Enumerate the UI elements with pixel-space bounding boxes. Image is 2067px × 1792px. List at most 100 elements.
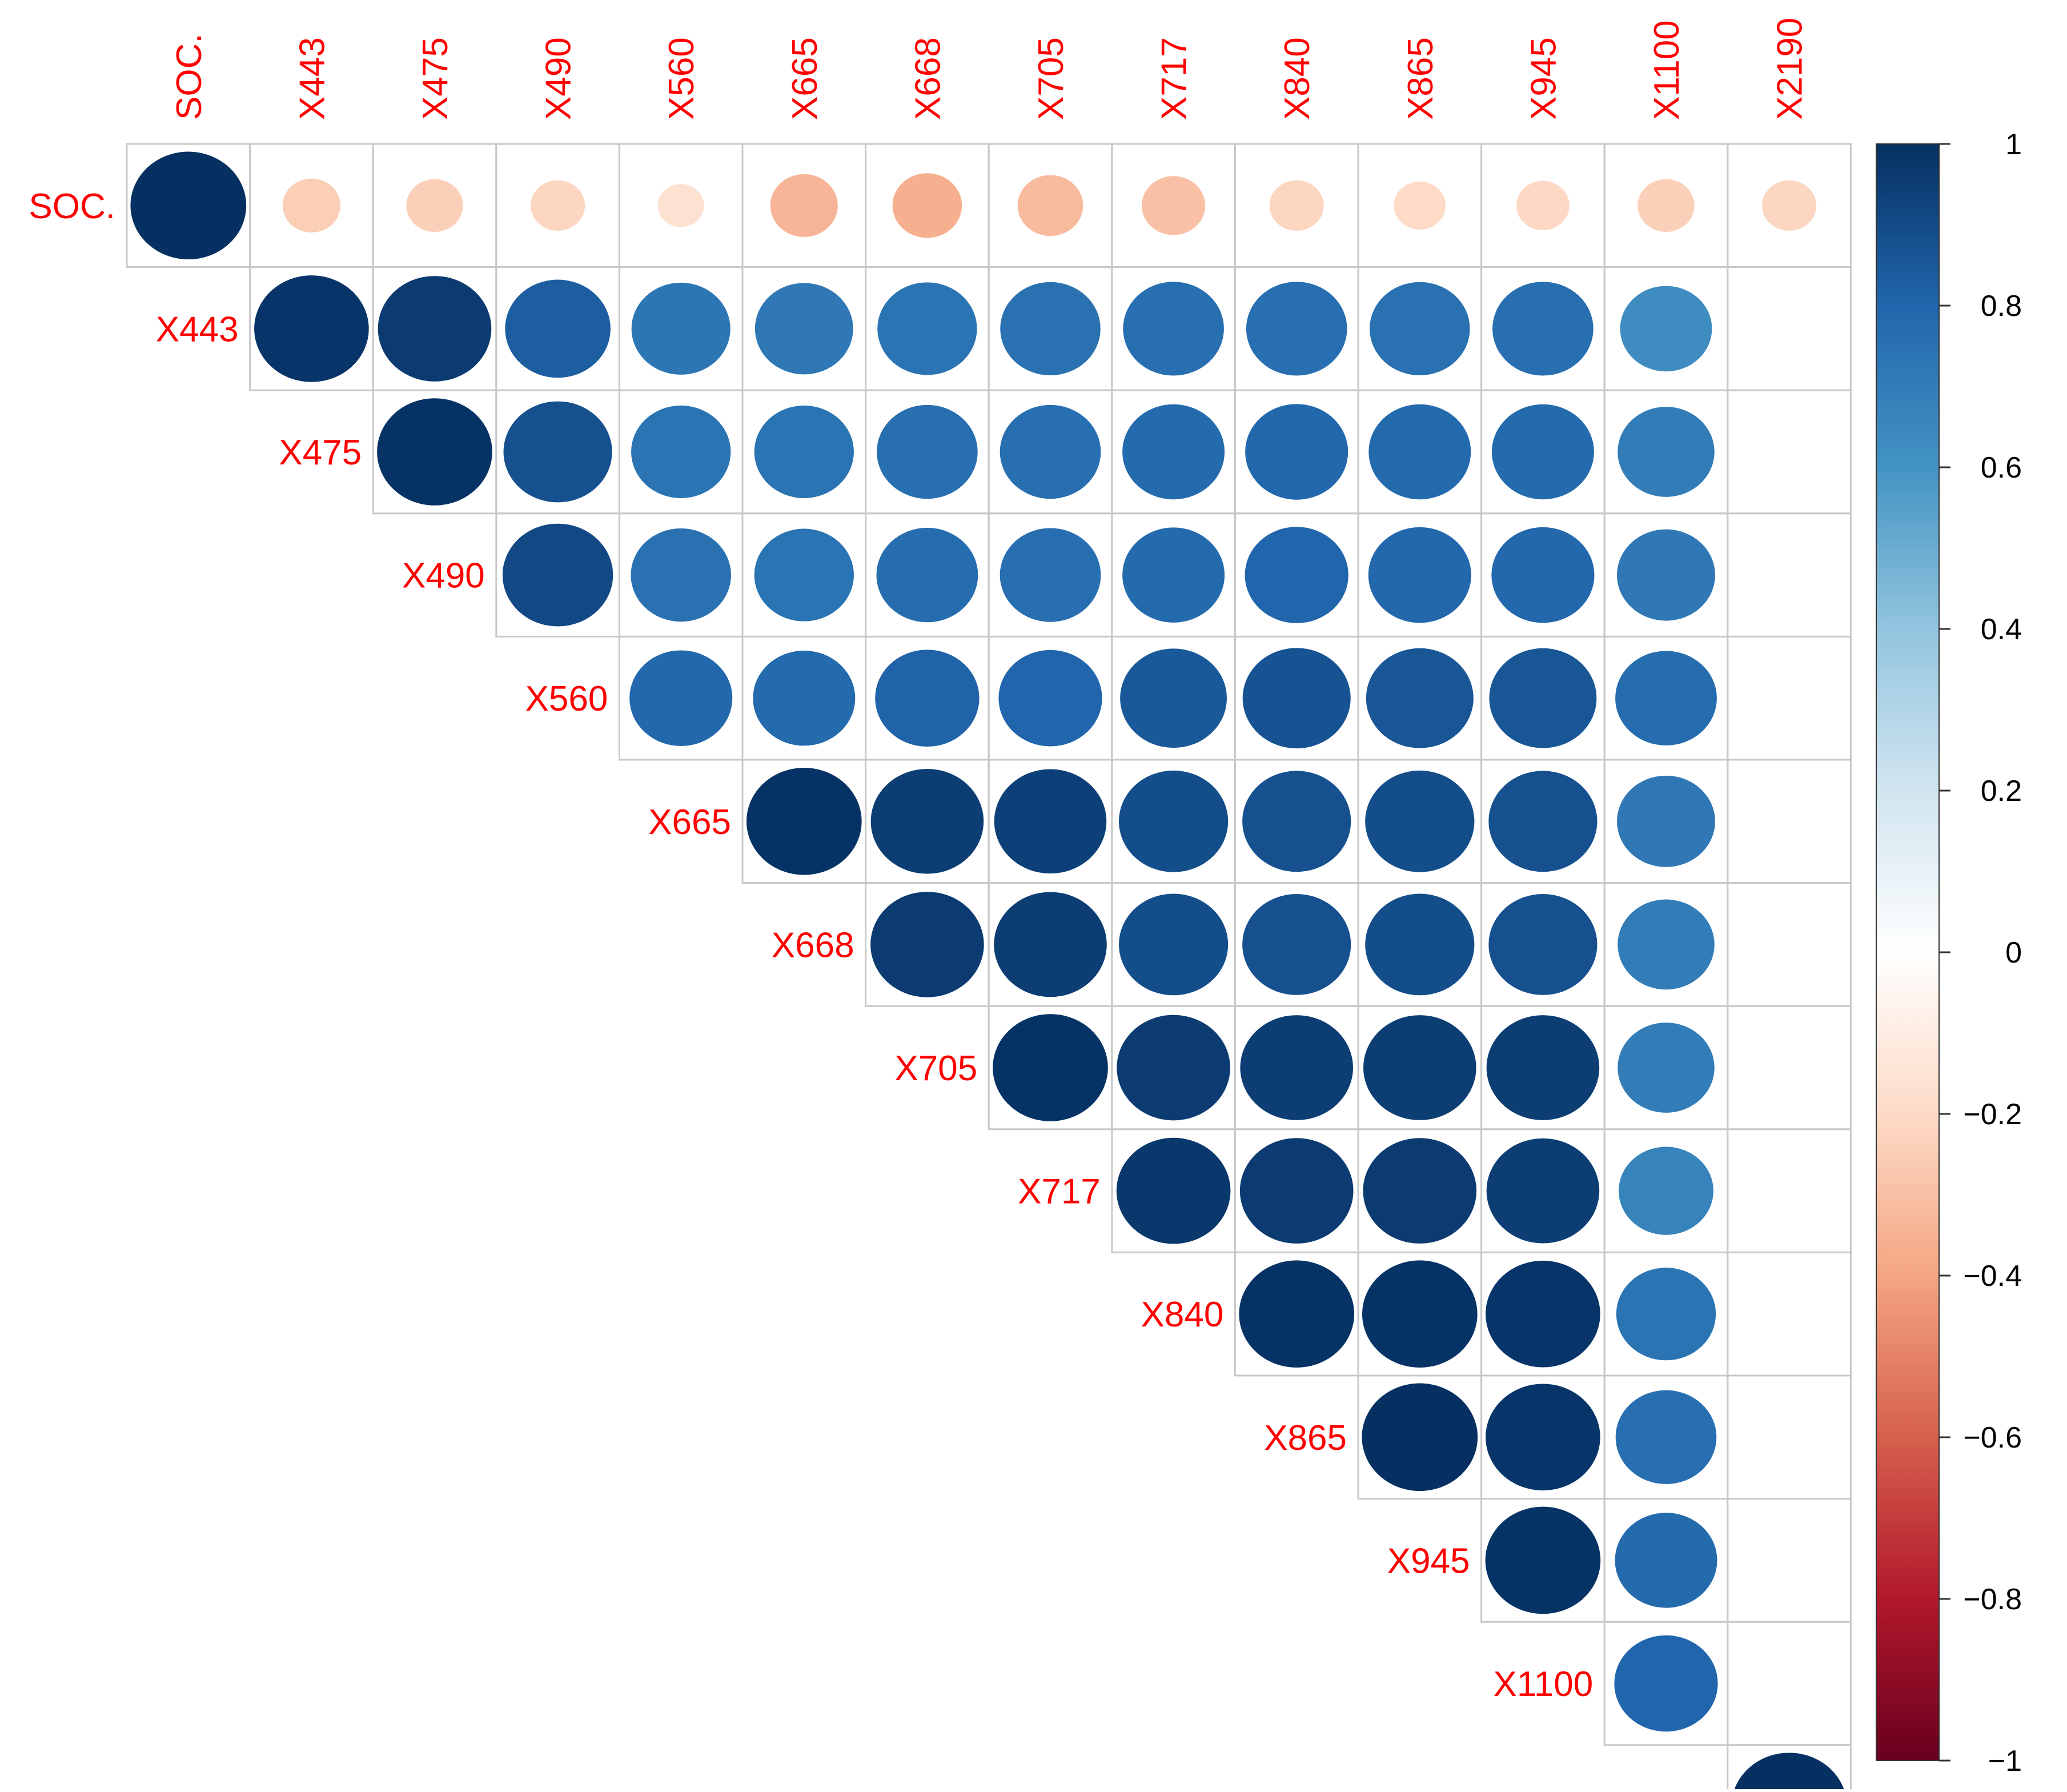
corr-circle-X665-X668	[870, 768, 984, 874]
row-label-X945: X945	[1387, 1541, 1470, 1581]
corr-circle-X443-X945	[1492, 282, 1594, 376]
corr-circle-SOC.-X490	[531, 180, 585, 231]
corr-circle-X560-X945	[1489, 648, 1597, 748]
corr-circle-X490-X865	[1368, 527, 1471, 623]
corr-circle-X717-X717	[1116, 1137, 1231, 1244]
corr-circle-X665-X717	[1119, 770, 1229, 872]
col-label-X443: X443	[292, 37, 332, 120]
row-label-SOC.: SOC.	[29, 187, 115, 226]
colorbar: 1 0.8 0.6 0.4 0.2 0 −0.2 −0.4 −0.6 −0.8 −1	[1876, 128, 2022, 1778]
corr-circle-X840-X945	[1486, 1260, 1600, 1368]
corr-circle-X443-X717	[1123, 282, 1224, 376]
col-label-X945: X945	[1524, 37, 1563, 120]
corr-circle-X475-X490	[503, 401, 612, 503]
cell-X840-X2190	[1727, 1251, 1852, 1377]
corr-circle-X490-X560	[631, 528, 731, 622]
corr-circle-X475-X945	[1491, 404, 1594, 500]
corr-circle-X443-X1100	[1620, 286, 1712, 372]
corr-circle-X865-X865	[1362, 1383, 1478, 1492]
col-label-X705: X705	[1032, 37, 1071, 120]
corr-circle-X443-X475	[378, 276, 492, 382]
corr-circle-X560-X560	[629, 650, 733, 746]
corr-circle-X490-X1100	[1617, 529, 1715, 621]
corr-circle-X665-X665	[746, 768, 862, 875]
corr-circle-X443-X665	[754, 283, 853, 375]
colorbar-tick-label: 0.8	[1981, 290, 2022, 323]
corr-circle-X560-X665	[753, 650, 856, 746]
cell-X865-X2190	[1727, 1374, 1852, 1500]
corr-circle-X475-X840	[1245, 404, 1348, 500]
colorbar-tick-label: −1	[1988, 1745, 2022, 1778]
corr-circle-X717-X945	[1486, 1138, 1600, 1244]
col-label-X665: X665	[785, 37, 825, 120]
corr-circle-X560-X840	[1242, 648, 1351, 749]
row-label-X490: X490	[402, 556, 485, 596]
corr-circle-X560-X865	[1366, 648, 1474, 748]
col-label-X668: X668	[908, 37, 948, 120]
corr-circle-X443-X840	[1246, 282, 1347, 376]
corr-circle-X865-X1100	[1615, 1390, 1717, 1484]
cell-X705-X2190	[1727, 1005, 1852, 1130]
corr-circle-X475-X668	[877, 404, 978, 499]
corr-circle-SOC.-X665	[770, 174, 838, 237]
corr-circle-X443-X560	[631, 282, 731, 375]
corr-circle-SOC.-X443	[282, 178, 341, 232]
col-label-X490: X490	[539, 37, 579, 120]
row-label-X705: X705	[894, 1049, 977, 1088]
corr-circle-SOC.-X945	[1516, 181, 1570, 230]
corr-circle-X840-X840	[1239, 1260, 1355, 1368]
col-label-X840: X840	[1278, 37, 1317, 120]
cell-X945-X2190	[1727, 1498, 1852, 1623]
colorbar-tick-label: 0	[2005, 936, 2022, 969]
row-label-X668: X668	[772, 925, 854, 965]
row-label-X560: X560	[525, 679, 608, 719]
corr-circle-SOC.-X705	[1017, 175, 1083, 236]
corr-circle-X665-X705	[994, 769, 1107, 874]
col-label-X865: X865	[1401, 37, 1440, 120]
cell-X668-X2190	[1727, 882, 1852, 1007]
corr-circle-X717-X840	[1239, 1138, 1354, 1244]
corr-circle-X840-X1100	[1616, 1268, 1716, 1361]
cell-X490-X2190	[1727, 512, 1852, 638]
corr-circle-X475-X560	[631, 405, 731, 499]
col-label-SOC.: SOC.	[170, 33, 209, 120]
corr-circle-X560-X705	[998, 650, 1102, 747]
corr-circle-X490-X945	[1491, 527, 1595, 623]
corr-circle-X665-X840	[1242, 771, 1351, 872]
corr-circle-X865-X945	[1486, 1384, 1600, 1491]
corr-circle-SOC.-X475	[406, 179, 463, 232]
corr-circle-X705-X717	[1117, 1015, 1230, 1121]
col-label-X1100: X1100	[1647, 20, 1687, 120]
row-label-X443: X443	[156, 310, 239, 349]
corr-circle-X1100-X1100	[1614, 1635, 1718, 1732]
corr-circle-X717-X865	[1363, 1138, 1477, 1244]
colorbar-tick-label: 0.2	[1981, 775, 2022, 808]
corr-circle-X705-X1100	[1618, 1023, 1715, 1113]
corr-circle-X668-X717	[1119, 893, 1229, 996]
corr-circle-X668-X945	[1488, 893, 1598, 995]
colorbar-tick-label: 0.4	[1981, 613, 2022, 646]
colorbar-tick-label: −0.4	[1963, 1260, 2022, 1293]
row-label-X1100: X1100	[1494, 1665, 1594, 1704]
corr-circle-X443-X668	[877, 282, 977, 375]
corr-circle-X945-X1100	[1615, 1513, 1717, 1608]
corr-circle-SOC.-X668	[892, 173, 962, 238]
corr-circle-X490-X490	[502, 523, 613, 627]
corr-circle-X717-X1100	[1619, 1146, 1713, 1235]
corr-circle-SOC.-X840	[1269, 180, 1324, 231]
corr-circle-X443-X490	[505, 279, 611, 378]
corr-circle-X705-X865	[1363, 1015, 1476, 1120]
colorbar-tick-label: 1	[2005, 128, 2022, 161]
corr-circle-X490-X840	[1245, 527, 1348, 623]
corr-circle-X490-X717	[1122, 527, 1225, 623]
row-label-X865: X865	[1264, 1418, 1347, 1458]
cell-X2190-X2190	[1727, 1744, 1852, 1792]
corr-circle-X475-X865	[1368, 404, 1471, 500]
colorbar-tick-label: −0.2	[1963, 1098, 2022, 1131]
corr-circle-X475-X717	[1122, 404, 1225, 500]
cell-X443-X2190	[1727, 266, 1852, 391]
corr-circle-X475-X705	[1000, 404, 1101, 499]
corr-circle-X668-X840	[1242, 893, 1351, 995]
